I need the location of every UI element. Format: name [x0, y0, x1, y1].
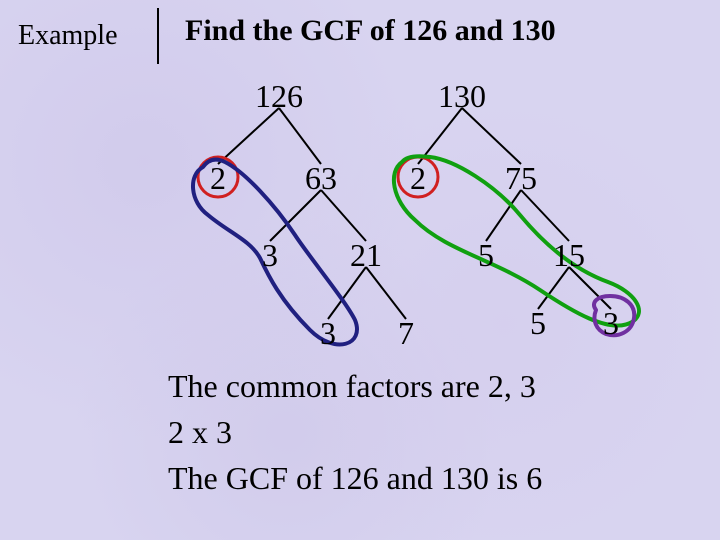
tree-node: 2	[210, 160, 226, 197]
tree-node: 7	[398, 315, 414, 352]
tree-node: 126	[255, 78, 303, 115]
page-title: Find the GCF of 126 and 130	[185, 14, 556, 48]
conclusion-line-3: The GCF of 126 and 130 is 6	[168, 460, 542, 497]
tree-node: 21	[350, 237, 382, 274]
conclusion-line-2: 2 x 3	[168, 414, 232, 451]
tree-node: 63	[305, 160, 337, 197]
tree-node: 75	[505, 160, 537, 197]
conclusion-line-1: The common factors are 2, 3	[168, 368, 536, 405]
tree-node: 3	[320, 315, 336, 352]
tree-node: 15	[553, 237, 585, 274]
tree-node: 5	[530, 305, 546, 342]
tree-node: 2	[410, 160, 426, 197]
tree-node: 130	[438, 78, 486, 115]
tree-node: 3	[603, 305, 619, 342]
example-label: Example	[18, 20, 118, 52]
tree-node: 3	[262, 237, 278, 274]
tree-node: 5	[478, 237, 494, 274]
